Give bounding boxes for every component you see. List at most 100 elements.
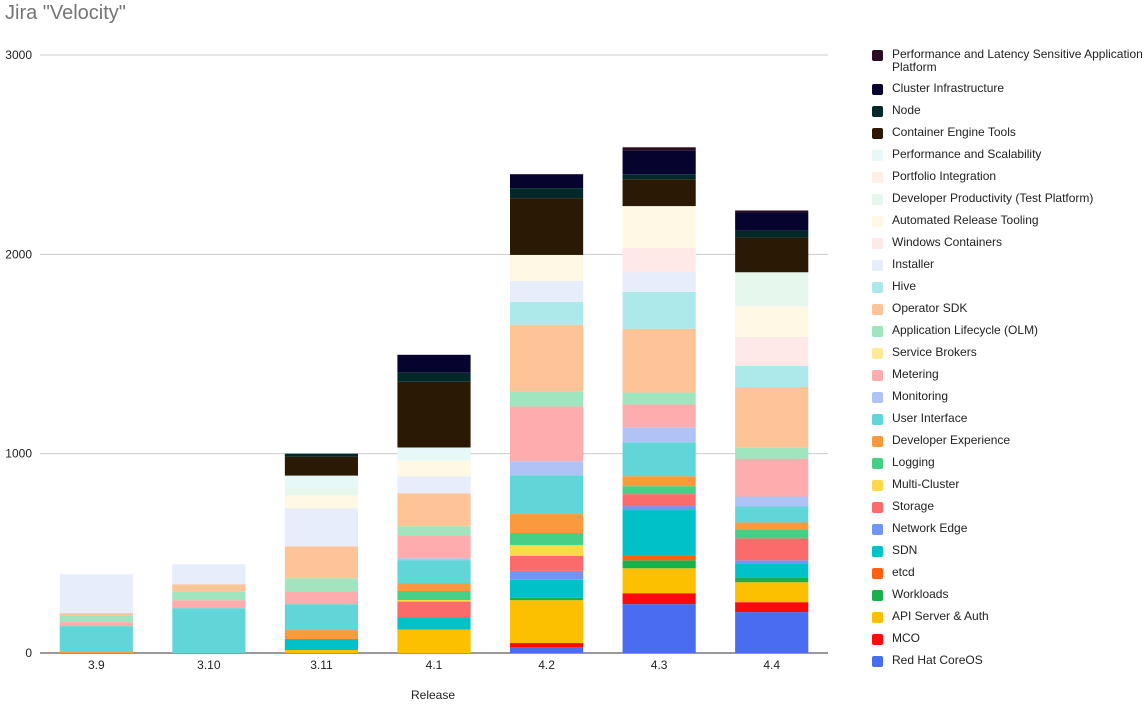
legend-item: Developer Productivity (Test Platform)	[872, 192, 1148, 214]
bar-segment	[622, 560, 696, 569]
bar-segment	[397, 493, 471, 527]
legend-label: Container Engine Tools	[892, 125, 1016, 139]
bar-segment	[397, 629, 471, 653]
legend-swatch	[872, 282, 883, 293]
bar-segment	[397, 381, 471, 448]
x-tick-label: 3.10	[197, 658, 221, 672]
bar-segment	[509, 544, 584, 556]
bar-segment	[509, 324, 584, 392]
bar-segment	[622, 476, 696, 487]
legend-label: Multi-Cluster	[892, 477, 960, 491]
bar-segment	[622, 328, 696, 393]
bar-segment	[735, 538, 809, 561]
bar-segment	[622, 427, 696, 443]
legend-label: MCO	[892, 631, 920, 645]
legend-item: Developer Experience	[872, 434, 1148, 456]
bar-segment	[172, 608, 246, 653]
bar-stack	[509, 174, 584, 653]
bar-segment	[735, 506, 809, 523]
bar-segment	[509, 555, 584, 571]
bar-segment	[735, 522, 809, 530]
bar-segment	[622, 150, 696, 175]
bar-stack	[622, 147, 696, 653]
bar-segment	[509, 579, 584, 598]
legend-swatch	[872, 370, 883, 381]
bar-segment	[59, 652, 133, 653]
bar-segment	[59, 615, 133, 623]
legend-item: Metering	[872, 368, 1148, 390]
legend-label: Performance and Latency Sensitive Applic…	[892, 47, 1143, 74]
legend-item: Windows Containers	[872, 236, 1148, 258]
bar-segment	[397, 354, 471, 373]
legend-label: Storage	[892, 499, 935, 513]
bar-segment	[509, 254, 584, 281]
legend-item: Multi-Cluster	[872, 478, 1148, 500]
bar-segment	[735, 386, 809, 448]
bar-segment	[509, 647, 584, 653]
bar-segment	[509, 570, 584, 580]
legend-swatch	[872, 392, 883, 403]
legend-label: Monitoring	[892, 389, 949, 403]
bar-segment	[735, 272, 809, 307]
bar-segment	[622, 271, 696, 292]
legend-swatch	[872, 150, 883, 161]
y-tick-label: 1000	[5, 447, 32, 461]
legend-item: API Server & Auth	[872, 610, 1148, 632]
bar-segment	[509, 301, 584, 325]
legend-item: Automated Release Tooling	[872, 214, 1148, 236]
bar-segment	[397, 601, 471, 618]
legend-item: Application Lifecycle (OLM)	[872, 324, 1148, 346]
legend-swatch	[872, 128, 883, 139]
bar-segment	[284, 453, 359, 457]
y-tick-label: 2000	[5, 247, 32, 261]
bar-segment	[172, 584, 246, 592]
legend-label: Application Lifecycle (OLM)	[892, 323, 1039, 337]
bar-segment	[735, 365, 809, 387]
legend-item: Workloads	[872, 588, 1148, 610]
legend-item: Node	[872, 104, 1148, 126]
legend-label: Windows Containers	[892, 235, 1003, 249]
bar-segment	[622, 442, 696, 477]
bar-segment	[735, 529, 809, 539]
legend-label: Portfolio Integration	[892, 169, 997, 183]
legend-swatch	[872, 106, 883, 117]
legend-label: etcd	[892, 565, 915, 579]
bar-segment	[622, 568, 696, 594]
x-tick-label: 3.9	[88, 658, 105, 672]
stacked-bar-chart: 0 1000 2000 3000 3.9 3.10 3.11 4.1 4.2 4.3 4.4	[5, 48, 828, 672]
bar-segment	[509, 198, 584, 255]
bar-segment	[509, 514, 584, 534]
legend-item: Storage	[872, 500, 1148, 522]
bar-segment	[735, 582, 809, 603]
legend-swatch	[872, 524, 883, 535]
bar-segment	[735, 458, 809, 497]
legend-label: Cluster Infrastructure	[892, 81, 1005, 95]
bar-stack	[735, 210, 809, 653]
legend-label: Service Brokers	[892, 345, 977, 359]
legend-item: Container Engine Tools	[872, 126, 1148, 148]
legend-item: Operator SDK	[872, 302, 1148, 324]
bar-stack	[59, 574, 133, 653]
legend-item: MCO	[872, 632, 1148, 654]
legend-item: Performance and Latency Sensitive Applic…	[872, 48, 1148, 82]
legend-swatch	[872, 546, 883, 557]
legend-swatch	[872, 216, 883, 227]
legend-label: Node	[892, 103, 921, 117]
bar-segment	[622, 392, 696, 405]
bar-segment	[509, 461, 584, 476]
bar-segment	[284, 578, 359, 592]
legend-swatch	[872, 414, 883, 425]
bar-segment	[509, 600, 584, 644]
legend-label: Metering	[892, 367, 939, 381]
y-tick-label: 0	[25, 646, 32, 660]
bar-segment	[284, 546, 359, 579]
legend-label: Automated Release Tooling	[892, 213, 1039, 227]
bar-segment	[284, 649, 359, 651]
bar-segment	[397, 617, 471, 630]
bar-segment	[397, 583, 471, 592]
bar-segment	[622, 506, 696, 511]
bar-segment	[284, 630, 359, 640]
bar-segment	[735, 563, 809, 578]
bar-segment	[59, 622, 133, 627]
legend-label: User Interface	[892, 411, 968, 425]
